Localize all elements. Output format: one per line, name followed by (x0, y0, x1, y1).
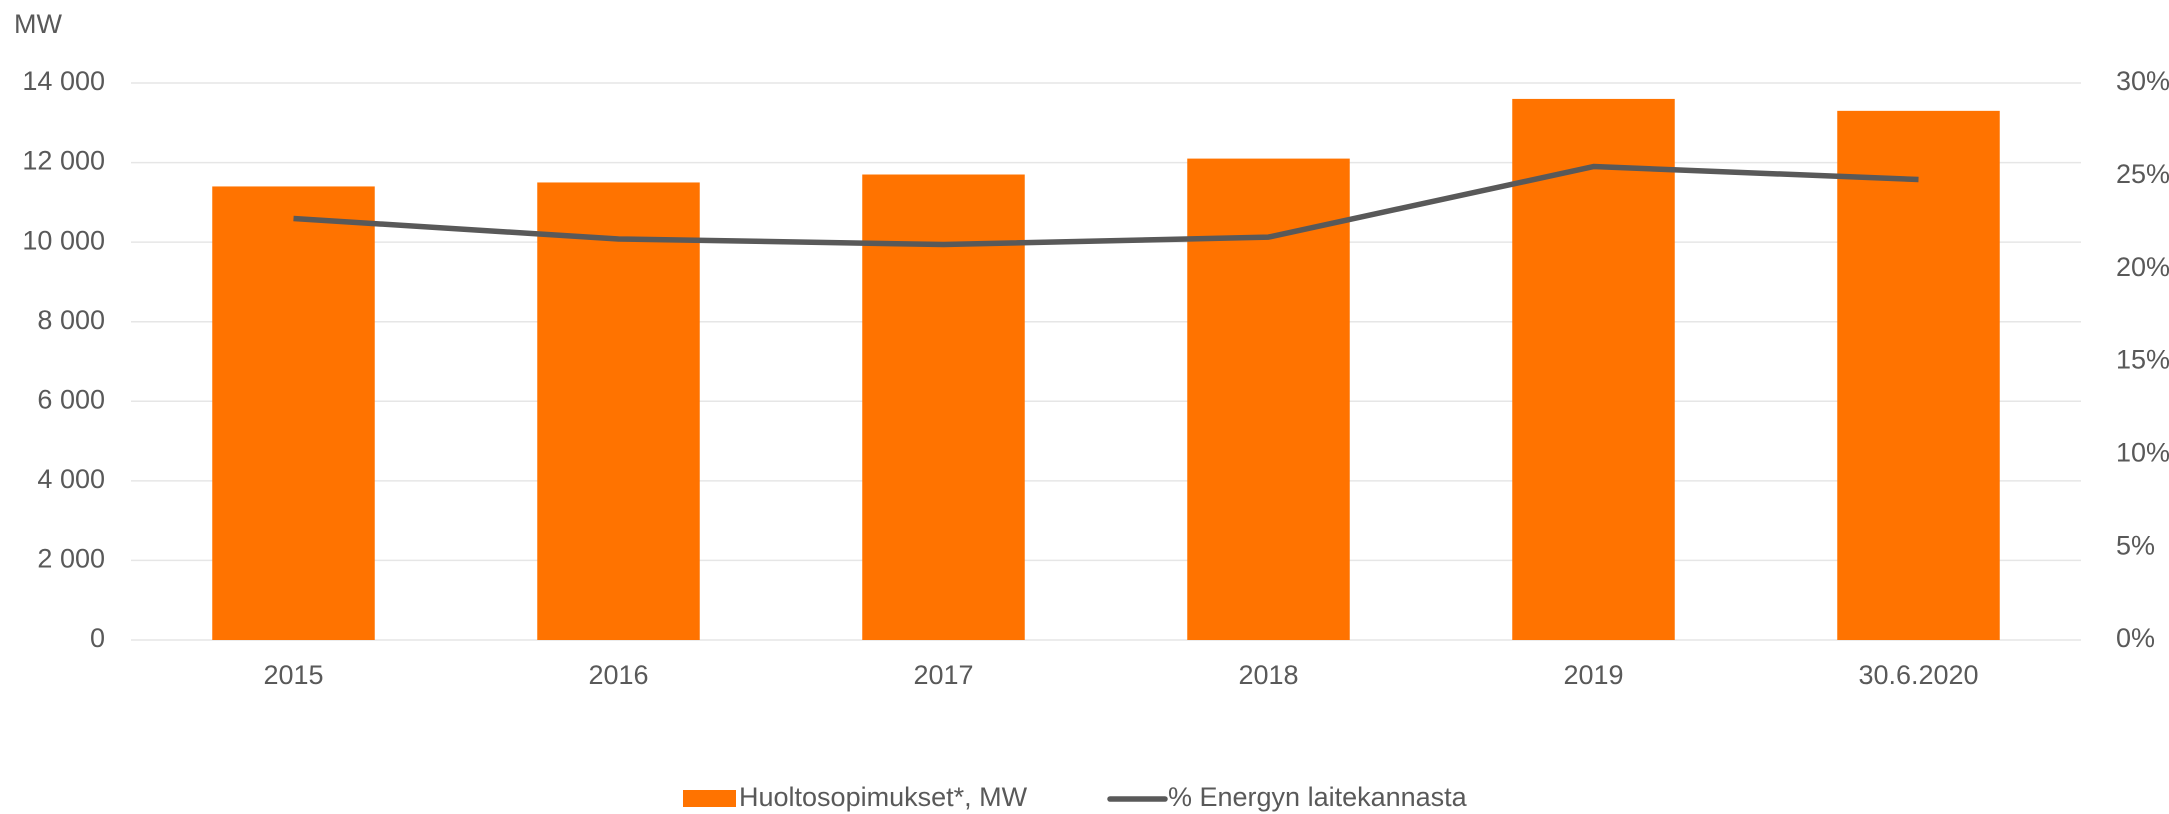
y-tick-label: 4 000 (37, 464, 105, 494)
bar (1512, 98, 1675, 640)
bar (1837, 110, 2000, 641)
bar (1187, 158, 1350, 641)
y-tick-label: 12 000 (22, 146, 105, 176)
y2-tick-label: 5% (2116, 530, 2155, 560)
bar (212, 186, 375, 640)
x-tick-label: 2016 (588, 660, 648, 690)
bar (862, 174, 1025, 640)
x-tick-label: 2019 (1563, 660, 1623, 690)
x-tick-label: 2017 (913, 660, 973, 690)
y-tick-label: 10 000 (22, 225, 105, 255)
x-tick-label: 2018 (1238, 660, 1298, 690)
legend-swatch (683, 790, 736, 807)
y2-tick-label: 15% (2116, 345, 2169, 375)
legend-label: Huoltosopimukset*, MW (739, 782, 1028, 812)
y2-tick-label: 30% (2116, 66, 2169, 96)
y-tick-label: 14 000 (22, 66, 105, 96)
y-tick-label: 6 000 (37, 384, 105, 414)
x-tick-label: 2015 (263, 660, 323, 690)
y2-tick-label: 10% (2116, 437, 2169, 467)
y-tick-label: 0 (90, 623, 105, 653)
y2-tick-label: 20% (2116, 252, 2169, 282)
y2-tick-label: 25% (2116, 159, 2169, 189)
x-tick-label: 30.6.2020 (1858, 660, 1978, 690)
y-tick-label: 8 000 (37, 305, 105, 335)
legend-label: % Energyn laitekannasta (1168, 782, 1468, 812)
y2-tick-label: 0% (2116, 623, 2155, 653)
line (293, 163, 1919, 248)
y-axis-label: MW (14, 9, 62, 39)
y-tick-label: 2 000 (37, 544, 105, 574)
bar (537, 182, 700, 640)
